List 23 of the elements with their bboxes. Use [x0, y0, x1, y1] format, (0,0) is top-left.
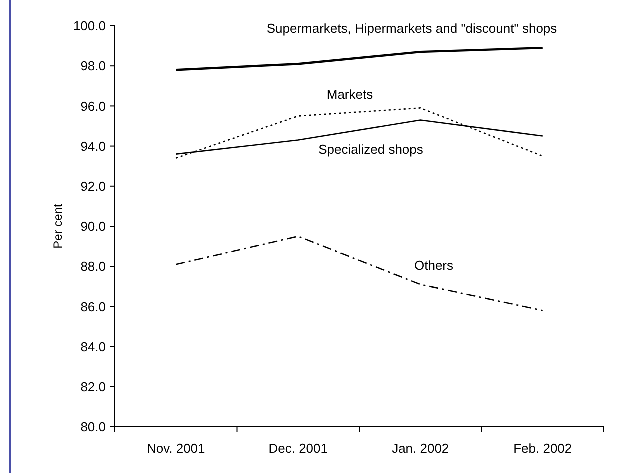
- x-tick-label: Dec. 2001: [268, 441, 328, 456]
- y-tick-label: 100.0: [73, 18, 106, 34]
- series-label: Others: [414, 258, 454, 273]
- y-tick-label: 96.0: [80, 98, 106, 114]
- y-tick-label: 84.0: [80, 339, 106, 354]
- line-series: [175, 46, 544, 72]
- y-tick-label: 92.0: [80, 178, 106, 194]
- y-axis-title: Per cent: [51, 203, 65, 249]
- y-tick-label: 82.0: [80, 379, 106, 394]
- series-label: Supermarkets, Hipermarkets and "discount" shops: [266, 21, 558, 36]
- x-tick-label: Jan. 2002: [392, 441, 450, 456]
- series-label: Markets: [326, 87, 374, 102]
- line-series: [175, 236, 544, 312]
- y-tick-label: 94.0: [80, 138, 106, 154]
- y-tick-label: 98.0: [80, 58, 106, 74]
- x-tick-label: Nov. 2001: [146, 441, 206, 456]
- y-tick-label: 88.0: [80, 259, 106, 274]
- x-tick-label: Feb. 2002: [514, 441, 572, 456]
- series-label: Specialized shops: [318, 142, 424, 157]
- y-tick-label: 86.0: [80, 299, 106, 314]
- y-tick-label: 90.0: [80, 219, 106, 234]
- line-series: [175, 108, 544, 159]
- y-tick-label: 80.0: [80, 420, 106, 435]
